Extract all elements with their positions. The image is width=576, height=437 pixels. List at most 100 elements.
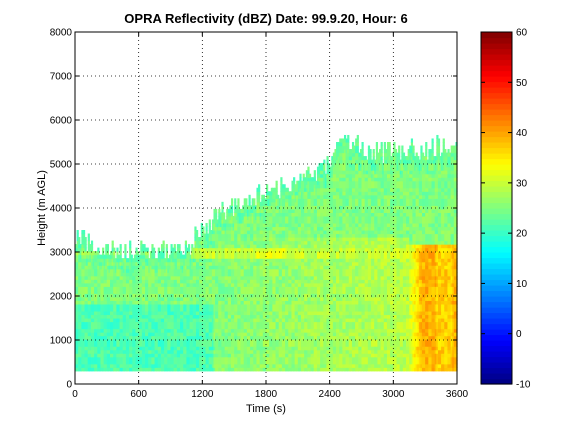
heatmap-cell — [130, 272, 133, 277]
heatmap-cell — [167, 286, 170, 291]
heatmap-cell — [117, 367, 121, 372]
heatmap-cell — [84, 254, 87, 259]
heatmap-cell — [229, 244, 232, 249]
heatmap-cell — [81, 254, 84, 259]
heatmap-cell — [246, 222, 250, 228]
heatmap-cell — [132, 307, 135, 312]
heatmap-cell — [75, 268, 78, 273]
heatmap-cell — [160, 307, 164, 312]
heatmap-cell — [114, 293, 117, 298]
heatmap-cell — [192, 360, 195, 365]
heatmap-cell — [89, 293, 92, 298]
heatmap-cell — [234, 286, 237, 291]
heatmap-cell — [246, 339, 250, 344]
heatmap-cell — [272, 265, 275, 270]
heatmap-cell — [259, 212, 262, 217]
heatmap-cell — [254, 279, 258, 284]
heatmap-cell — [165, 328, 168, 333]
heatmap-cell — [211, 233, 215, 238]
heatmap-cell — [258, 349, 261, 354]
heatmap-cell — [237, 325, 240, 330]
heatmap-cell — [119, 346, 122, 351]
heatmap-cell — [156, 275, 159, 280]
heatmap-cell — [98, 325, 102, 330]
heatmap-cell — [269, 325, 272, 330]
heatmap-cell — [180, 272, 183, 277]
heatmap-cell — [143, 289, 146, 294]
heatmap-cell — [208, 342, 211, 347]
heatmap-cell — [258, 363, 261, 368]
heatmap-cell — [127, 272, 130, 277]
heatmap-cell — [197, 318, 200, 323]
heatmap-cell — [226, 230, 229, 235]
heatmap-cell — [95, 303, 98, 309]
heatmap-cell — [266, 293, 269, 298]
heatmap-cell — [234, 342, 237, 347]
heatmap-cell — [188, 272, 191, 277]
heatmap-cell — [270, 233, 273, 238]
heatmap-cell — [92, 279, 95, 284]
heatmap-cell — [253, 293, 256, 298]
heatmap-cell — [160, 261, 164, 266]
heatmap-cell — [210, 233, 213, 238]
heatmap-cell — [242, 307, 245, 312]
heatmap-cell — [100, 303, 103, 309]
heatmap-cell — [200, 363, 203, 368]
heatmap-cell — [138, 356, 141, 361]
heatmap-cell — [106, 349, 110, 354]
heatmap-cell — [258, 215, 261, 221]
heatmap-cell — [110, 310, 113, 316]
heatmap-cell — [135, 332, 138, 337]
heatmap-cell — [103, 300, 106, 305]
heatmap-cell — [272, 230, 275, 235]
heatmap-cell — [180, 310, 183, 316]
heatmap-cell — [250, 286, 253, 291]
heatmap-cell — [216, 279, 219, 284]
heatmap-cell — [205, 307, 208, 312]
heatmap-cell — [188, 367, 191, 372]
heatmap-cell — [113, 353, 116, 358]
heatmap-cell — [205, 275, 208, 280]
heatmap-cell — [261, 346, 264, 351]
heatmap-cell — [151, 244, 154, 249]
heatmap-cell — [199, 310, 202, 316]
heatmap-cell — [76, 310, 79, 316]
heatmap-cell — [213, 244, 216, 249]
heatmap-cell — [119, 318, 122, 323]
heatmap-cell — [133, 339, 137, 344]
heatmap-cell — [138, 303, 141, 309]
heatmap-cell — [116, 293, 119, 298]
heatmap-cell — [172, 265, 175, 270]
heatmap-cell — [157, 282, 160, 287]
heatmap-cell — [154, 275, 157, 280]
heatmap-cell — [78, 339, 81, 344]
heatmap-cell — [208, 258, 211, 263]
heatmap-cell — [154, 363, 157, 368]
heatmap-cell — [226, 353, 229, 358]
heatmap-cell — [168, 265, 172, 270]
heatmap-cell — [219, 215, 223, 221]
heatmap-cell — [250, 335, 253, 340]
heatmap-cell — [130, 353, 133, 358]
heatmap-cell — [261, 194, 264, 199]
heatmap-cell — [116, 261, 119, 266]
heatmap-cell — [105, 314, 108, 319]
heatmap-cell — [178, 268, 181, 273]
heatmap-cell — [84, 307, 87, 312]
heatmap-cell — [202, 261, 205, 266]
heatmap-cell — [111, 296, 114, 301]
heatmap-cell — [261, 314, 264, 319]
heatmap-cell — [264, 219, 267, 224]
heatmap-cell — [137, 303, 140, 309]
heatmap-cell — [245, 282, 248, 287]
heatmap-cell — [262, 303, 266, 309]
heatmap-cell — [240, 261, 243, 266]
heatmap-cell — [178, 244, 181, 249]
heatmap-cell — [127, 265, 130, 270]
heatmap-cell — [87, 265, 90, 270]
heatmap-cell — [141, 261, 145, 266]
heatmap-cell — [256, 332, 259, 337]
heatmap-cell — [151, 353, 154, 358]
heatmap-cell — [168, 254, 172, 259]
heatmap-cell — [133, 314, 137, 319]
